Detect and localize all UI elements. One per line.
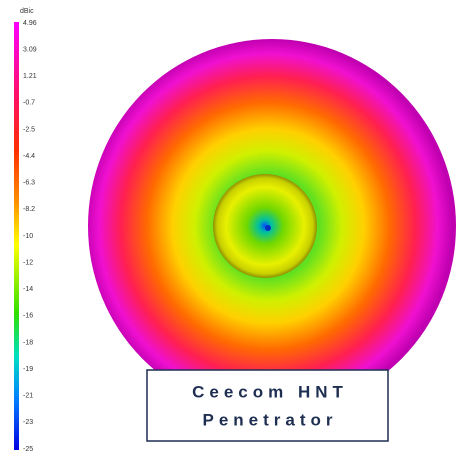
scale-label: -6.3 bbox=[23, 180, 35, 187]
scale-label: -25 bbox=[23, 446, 33, 453]
scale-label: 3.09 bbox=[23, 46, 37, 53]
scale-label: -8.2 bbox=[23, 206, 35, 213]
caption-box bbox=[146, 369, 389, 442]
scale-label: -0.7 bbox=[23, 100, 35, 107]
pattern-inner bbox=[213, 174, 317, 278]
scale-label: 4.96 bbox=[23, 20, 37, 27]
scale-label: 1.21 bbox=[23, 73, 37, 80]
scale-label: -21 bbox=[23, 393, 33, 400]
color-scale bbox=[14, 22, 19, 450]
caption-line: Ceecom HNT bbox=[192, 382, 348, 401]
scale-label: -10 bbox=[23, 233, 33, 240]
scale-unit: dBic bbox=[20, 8, 34, 15]
scale-label: -16 bbox=[23, 313, 33, 320]
scale-label: -23 bbox=[23, 419, 33, 426]
scale-label: -2.5 bbox=[23, 126, 35, 133]
caption-line: Penetrator bbox=[202, 410, 337, 429]
scale-label: -4.4 bbox=[23, 153, 35, 160]
scale-label: -18 bbox=[23, 339, 33, 346]
scale-label: -12 bbox=[23, 259, 33, 266]
scale-label: -19 bbox=[23, 366, 33, 373]
scale-label: -14 bbox=[23, 286, 33, 293]
pattern-center bbox=[265, 225, 271, 231]
